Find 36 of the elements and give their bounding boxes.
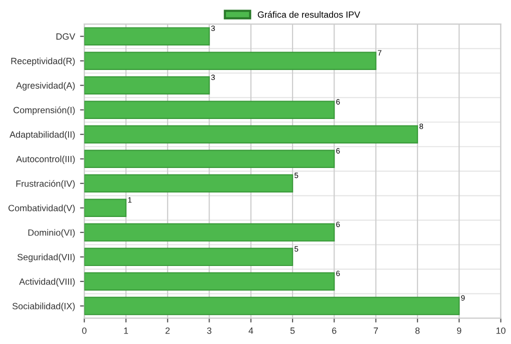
bar [84,248,294,266]
x-tick-label: 8 [415,327,420,334]
x-tick-label: 3 [207,327,212,334]
bar [84,272,335,291]
bar [84,223,335,242]
bar [84,296,460,316]
bar [84,100,335,119]
x-tick-label: 7 [374,328,378,334]
bar [84,52,376,70]
bar [84,150,335,168]
bar [84,76,210,94]
y-tick-label: Comprensión(I) [14,106,75,116]
x-tick-label: 5 [290,328,295,334]
y-tick-label: Dominio(VI) [28,229,75,238]
y-tick-label: Receptividad(R) [11,58,75,66]
y-tick-label: DGV [56,33,76,40]
bar [84,125,418,144]
y-tick-label: Autocontrol(III) [16,156,75,164]
y-tick-label: Sociabilidad(IX) [12,302,75,312]
bar [84,174,294,193]
y-tick-label: Frustración(IV) [16,180,75,189]
y-tick-label: Combatividad(V) [8,204,75,214]
x-tick-label: 10 [496,327,506,334]
y-tick-label: Actividad(VIII) [19,278,75,287]
y-tick-label: Seguridad(VII) [17,254,75,262]
bar [84,27,210,46]
bar [84,198,127,218]
x-tick-label: 6 [332,327,336,334]
y-tick-label: Agresividad(A) [16,82,75,90]
x-tick-label: 9 [457,327,462,334]
x-tick-label: 2 [166,327,170,334]
x-tick-label: 1 [124,328,128,334]
y-tick-label: Adaptabilidad(II) [10,131,75,140]
x-tick-label: 4 [248,328,254,334]
legend-label: Gráfica de resultados IPV [258,11,360,18]
x-tick-label: 0 [82,327,86,334]
